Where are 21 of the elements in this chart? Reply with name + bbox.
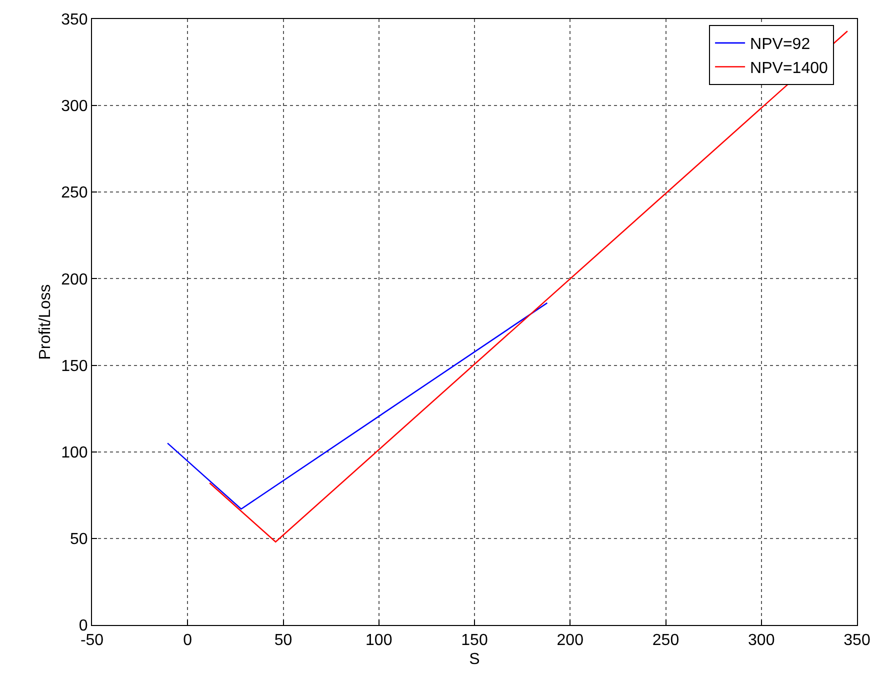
- legend-label: NPV=1400: [750, 60, 828, 77]
- y-tick-label: 250: [61, 184, 88, 202]
- x-axis-title: S: [469, 650, 480, 668]
- x-tick-label: 200: [556, 632, 584, 650]
- y-tick-label: 0: [78, 618, 88, 635]
- y-tick-label: 300: [61, 98, 88, 116]
- y-tick-label: 50: [70, 531, 88, 548]
- y-tick-label: 350: [61, 12, 88, 29]
- x-tick-label: 250: [652, 632, 680, 650]
- x-tick-label: 300: [748, 632, 775, 650]
- legend-label: NPV=92: [750, 36, 810, 54]
- x-tick-label: 350: [844, 632, 870, 650]
- x-tick-label: 100: [366, 632, 392, 650]
- x-tick-label: 50: [274, 632, 292, 650]
- y-tick-label: 150: [61, 358, 88, 375]
- y-tick-label: 200: [61, 271, 88, 288]
- x-tick-label: 150: [461, 632, 488, 650]
- x-tick-label: 0: [183, 632, 192, 650]
- y-tick-label: 100: [61, 444, 88, 462]
- y-axis-title: Profit/Loss: [36, 284, 54, 360]
- x-tick-label: -50: [80, 632, 104, 650]
